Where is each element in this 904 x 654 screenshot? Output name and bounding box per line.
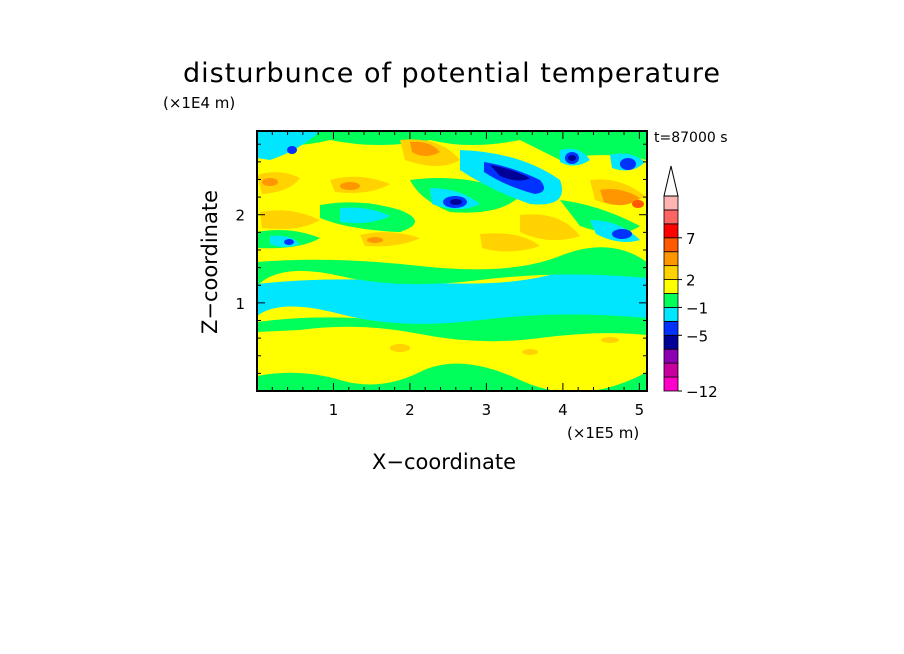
colorbar-swatch xyxy=(663,307,679,322)
chart-title: disturbunce of potential temperature xyxy=(183,58,721,89)
x-axis-label: X−coordinate xyxy=(372,450,516,474)
y-tick-label: 1 xyxy=(235,295,245,313)
colorbar-label: 7 xyxy=(686,230,696,248)
x-axis-unit: (×1E5 m) xyxy=(567,424,640,442)
colorbar-label: −12 xyxy=(686,383,718,401)
time-annotation: t=87000 s xyxy=(654,130,728,146)
colorbar-swatch xyxy=(663,348,679,364)
colorbar-swatch xyxy=(663,376,679,392)
colorbar-swatch xyxy=(663,362,679,378)
colorbar-label: −5 xyxy=(686,327,708,345)
colorbar-extend-arrow xyxy=(663,165,679,197)
x-tick-label: 1 xyxy=(329,401,339,419)
plot-frame xyxy=(256,130,648,392)
colorbar-swatch xyxy=(663,223,679,239)
colorbar-label: −1 xyxy=(686,299,708,317)
colorbar-swatch xyxy=(663,237,679,253)
plot-axes: 1 2 3 4 5 1 2 xyxy=(235,130,648,419)
colorbar-swatch xyxy=(663,265,679,280)
colorbar: 7 2 −1 −5 −12 xyxy=(663,165,718,401)
y-axis-unit: (×1E4 m) xyxy=(163,94,236,112)
colorbar-swatch xyxy=(663,293,679,308)
x-tick-label: 2 xyxy=(405,401,415,419)
colorbar-label: 2 xyxy=(686,272,696,290)
x-tick-label: 3 xyxy=(482,401,492,419)
colorbar-swatch xyxy=(663,209,679,225)
contour-field xyxy=(257,131,647,391)
colorbar-swatch xyxy=(663,195,679,211)
y-tick-label: 2 xyxy=(235,207,245,225)
colorbar-swatch xyxy=(663,320,679,336)
colorbar-swatch xyxy=(663,251,679,267)
x-tick-label: 4 xyxy=(558,401,568,419)
colorbar-swatch xyxy=(663,334,679,350)
colorbar-swatch xyxy=(663,279,679,294)
x-tick-label: 5 xyxy=(635,401,645,419)
